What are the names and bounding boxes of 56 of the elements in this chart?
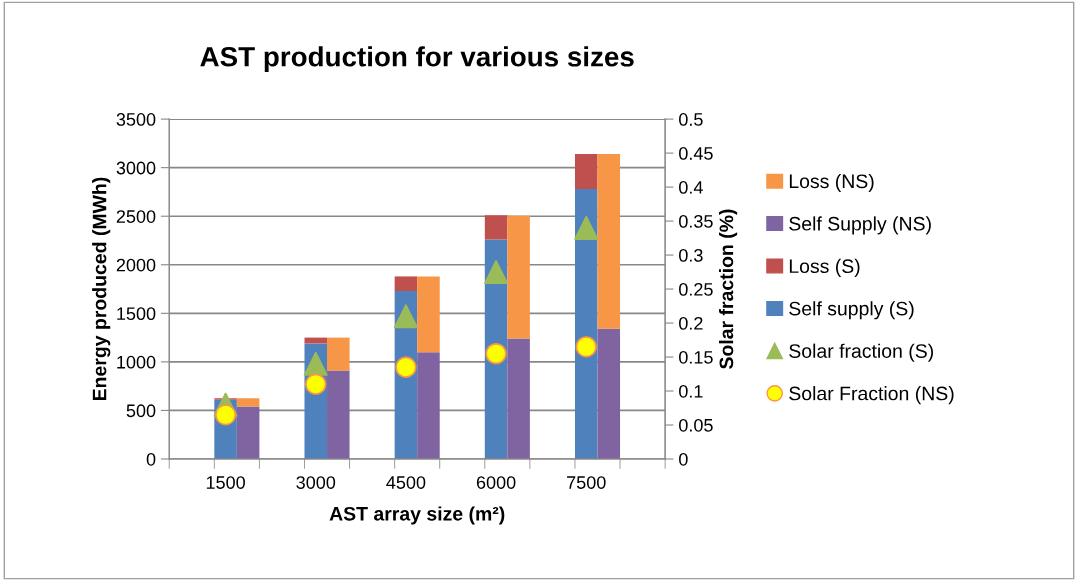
y2-tick-label: 0.5	[679, 113, 703, 126]
x-tick-label: 1500	[206, 476, 245, 489]
bar	[236, 406, 260, 459]
y-tick-label: 2000	[116, 258, 156, 272]
point	[484, 260, 509, 285]
y-tick-label: 3500	[116, 113, 156, 126]
bar	[236, 398, 260, 407]
y2-tick-label: 0.25	[679, 282, 713, 296]
x-tick-label: 4500	[386, 476, 426, 489]
y-tick-label: 2500	[116, 210, 156, 223]
y2-tick-label: 0	[679, 452, 688, 466]
x-tick-label: 6000	[476, 476, 516, 489]
x-tick-label: 3000	[296, 476, 336, 489]
legend-label: Self Supply (NS)	[789, 216, 931, 235]
y2-tick-label: 0.4	[679, 181, 703, 194]
y2-tick-label: 0.35	[679, 215, 713, 228]
y-tick-label: 3000	[116, 161, 156, 175]
x-axis-title: AST array size (m²)	[329, 506, 505, 525]
y-tick-label: 1500	[117, 307, 156, 321]
y2-tick-label: 0.45	[679, 147, 713, 160]
point	[393, 304, 418, 329]
legend-label: Loss (NS)	[789, 173, 874, 193]
y2-tick-label: 0.1	[679, 384, 703, 398]
point	[395, 356, 417, 378]
bar	[417, 276, 440, 353]
bar	[597, 328, 621, 459]
point	[303, 351, 328, 376]
point	[214, 404, 237, 426]
bar	[507, 338, 530, 459]
legend-label: Solar Fraction (NS)	[789, 386, 954, 405]
point	[575, 336, 597, 358]
point	[305, 373, 327, 395]
y-tick-label: 500	[126, 404, 156, 418]
y2-tick-label: 0.3	[679, 248, 703, 262]
bar	[394, 276, 418, 291]
legend-label: Solar fraction (S)	[789, 343, 933, 362]
y2-tick-label: 0.15	[679, 350, 713, 364]
bar	[574, 154, 598, 190]
y-axis-title: Energy produced (MWh)	[92, 177, 111, 401]
bar	[597, 154, 621, 329]
point	[574, 215, 599, 240]
bar	[327, 370, 350, 459]
point	[485, 342, 507, 365]
x-tick-label: 7500	[567, 476, 606, 489]
bar	[417, 352, 440, 459]
bar	[484, 215, 508, 240]
chart-title: AST production for various sizes	[200, 46, 634, 73]
legend-label: Loss (S)	[789, 258, 860, 277]
y2-tick-label: 0.05	[679, 418, 713, 432]
y2-axis-title: Solar fraction (%)	[719, 209, 738, 369]
y-tick-label: 0	[146, 452, 156, 466]
y-tick-label: 1000	[117, 355, 156, 369]
bar	[507, 215, 530, 339]
bar	[327, 337, 350, 371]
y2-tick-label: 0.2	[679, 316, 703, 330]
legend-label: Self supply (S)	[789, 301, 914, 320]
